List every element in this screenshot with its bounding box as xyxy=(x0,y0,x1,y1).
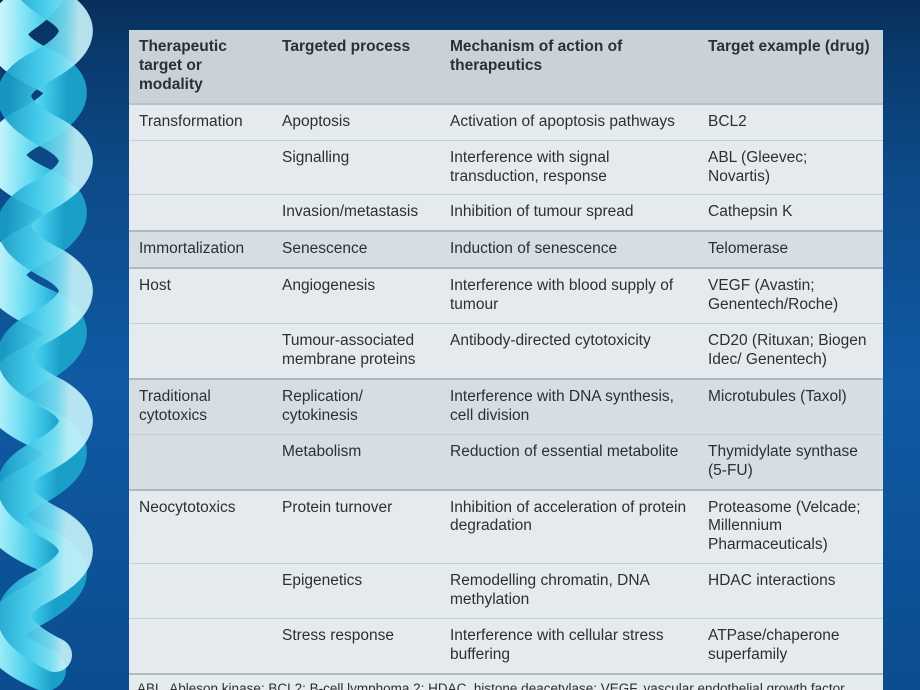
group-label-empty xyxy=(129,195,272,231)
cell-target: ATPase/chaperone superfamily xyxy=(698,619,883,673)
table-row: TransformationApoptosisActivation of apo… xyxy=(129,104,883,140)
cell-target: Telomerase xyxy=(698,231,883,268)
group-label-empty xyxy=(129,564,272,619)
cell-target: Cathepsin K xyxy=(698,195,883,231)
col-header-modality: Therapeutic target or modality xyxy=(129,30,272,104)
table-row: MetabolismReduction of essential metabol… xyxy=(129,434,883,489)
cell-process: Apoptosis xyxy=(272,104,440,140)
group-label-empty xyxy=(129,324,272,379)
col-header-target: Target example (drug) xyxy=(698,30,883,104)
table-row: SignallingInterference with signal trans… xyxy=(129,140,883,195)
table-body: TransformationApoptosisActivation of apo… xyxy=(129,104,883,673)
table-row: ImmortalizationSenescenceInduction of se… xyxy=(129,231,883,268)
therapeutics-table: Therapeutic target or modality Targeted … xyxy=(129,30,883,673)
cell-process: Protein turnover xyxy=(272,490,440,564)
cell-process: Signalling xyxy=(272,140,440,195)
cell-mechanism: Interference with blood supply of tumour xyxy=(440,268,698,323)
cell-process: Senescence xyxy=(272,231,440,268)
cell-mechanism: Remodelling chromatin, DNA methylation xyxy=(440,564,698,619)
cell-process: Tumour-associated membrane proteins xyxy=(272,324,440,379)
cell-target: Thymidylate synthase (5-FU) xyxy=(698,434,883,489)
cell-process: Stress response xyxy=(272,619,440,673)
table-row: Traditional cytotoxicsReplication/ cytok… xyxy=(129,379,883,434)
table-row: HostAngiogenesisInterference with blood … xyxy=(129,268,883,323)
cell-process: Invasion/metastasis xyxy=(272,195,440,231)
table-row: Invasion/metastasisInhibition of tumour … xyxy=(129,195,883,231)
cell-target: CD20 (Rituxan; Biogen Idec/ Genentech) xyxy=(698,324,883,379)
table-row: Tumour-associated membrane proteinsAntib… xyxy=(129,324,883,379)
group-label: Immortalization xyxy=(129,231,272,268)
group-label-empty xyxy=(129,434,272,489)
cell-process: Epigenetics xyxy=(272,564,440,619)
cell-target: ABL (Gleevec; Novartis) xyxy=(698,140,883,195)
therapeutics-table-container: Therapeutic target or modality Targeted … xyxy=(129,30,883,690)
cell-process: Angiogenesis xyxy=(272,268,440,323)
group-label: Traditional cytotoxics xyxy=(129,379,272,434)
cell-mechanism: Induction of senescence xyxy=(440,231,698,268)
cell-mechanism: Reduction of essential metabolite xyxy=(440,434,698,489)
cell-mechanism: Interference with signal transduction, r… xyxy=(440,140,698,195)
col-header-mechanism: Mechanism of action of therapeutics xyxy=(440,30,698,104)
cell-mechanism: Antibody-directed cytotoxicity xyxy=(440,324,698,379)
cell-process: Replication/ cytokinesis xyxy=(272,379,440,434)
group-label: Host xyxy=(129,268,272,323)
group-label-empty xyxy=(129,619,272,673)
cell-mechanism: Interference with cellular stress buffer… xyxy=(440,619,698,673)
group-label: Neocytotoxics xyxy=(129,490,272,564)
table-row: Stress responseInterference with cellula… xyxy=(129,619,883,673)
cell-process: Metabolism xyxy=(272,434,440,489)
table-row: EpigeneticsRemodelling chromatin, DNA me… xyxy=(129,564,883,619)
cell-target: VEGF (Avastin; Genentech/Roche) xyxy=(698,268,883,323)
table-row: NeocytotoxicsProtein turnoverInhibition … xyxy=(129,490,883,564)
group-label-empty xyxy=(129,140,272,195)
cell-mechanism: Inhibition of tumour spread xyxy=(440,195,698,231)
group-label: Transformation xyxy=(129,104,272,140)
cell-target: Microtubules (Taxol) xyxy=(698,379,883,434)
cell-target: BCL2 xyxy=(698,104,883,140)
cell-mechanism: Interference with DNA synthesis, cell di… xyxy=(440,379,698,434)
cell-target: Proteasome (Velcade; Millennium Pharmace… xyxy=(698,490,883,564)
table-header-row: Therapeutic target or modality Targeted … xyxy=(129,30,883,104)
col-header-process: Targeted process xyxy=(272,30,440,104)
table-footnote: ABL, Ableson kinase; BCL2; B-cell lympho… xyxy=(129,673,883,690)
cell-mechanism: Activation of apoptosis pathways xyxy=(440,104,698,140)
cell-mechanism: Inhibition of acceleration of protein de… xyxy=(440,490,698,564)
cell-target: HDAC interactions xyxy=(698,564,883,619)
